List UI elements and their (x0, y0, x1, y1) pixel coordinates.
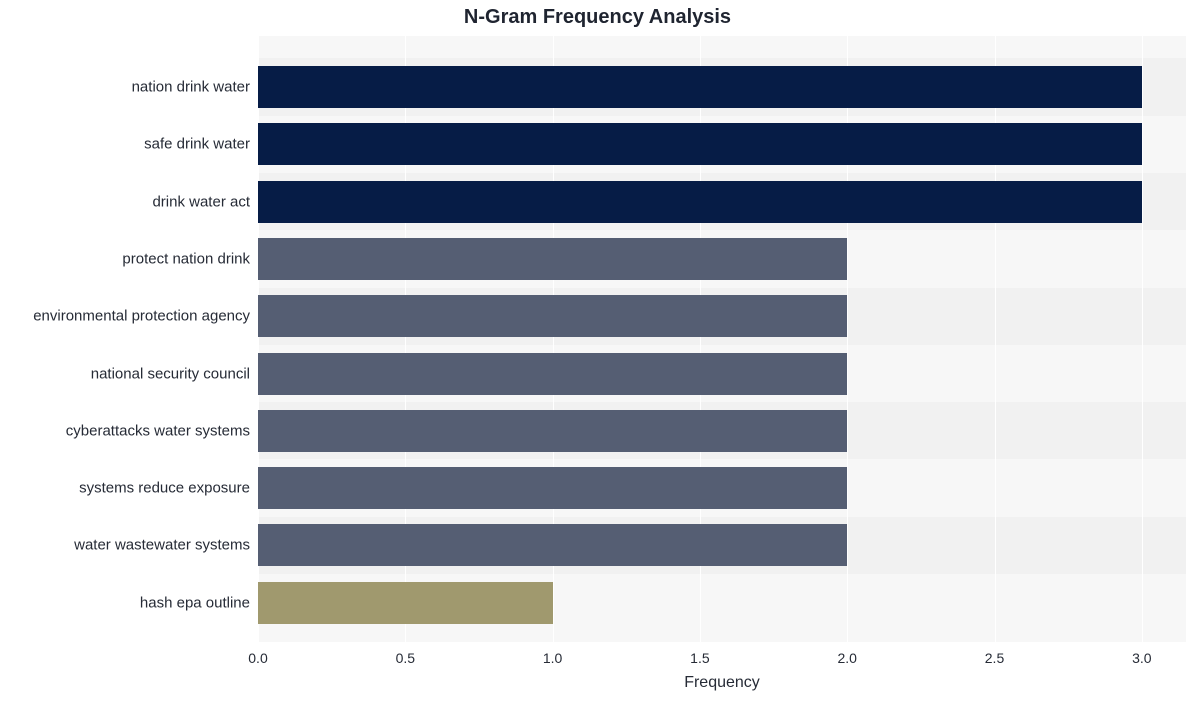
bar (258, 181, 1142, 223)
x-tick-label: 1.0 (543, 650, 562, 666)
bar (258, 467, 847, 509)
y-tick-label: water wastewater systems (74, 537, 250, 554)
bar (258, 123, 1142, 165)
y-tick-label: hash epa outline (140, 594, 250, 611)
x-tick-label: 2.5 (985, 650, 1004, 666)
chart-title: N-Gram Frequency Analysis (0, 6, 1195, 29)
x-tick-label: 2.0 (837, 650, 856, 666)
x-tick-label: 0.5 (396, 650, 415, 666)
x-tick-label: 0.0 (248, 650, 267, 666)
bar (258, 295, 847, 337)
bar (258, 353, 847, 395)
y-tick-label: cyberattacks water systems (66, 422, 250, 439)
x-tick-label: 3.0 (1132, 650, 1151, 666)
x-tick-label: 1.5 (690, 650, 709, 666)
plot-area: Frequency 0.00.51.01.52.02.53.0nation dr… (258, 36, 1186, 642)
y-tick-label: drink water act (152, 193, 250, 210)
grid-line (1142, 36, 1143, 642)
ngram-chart: N-Gram Frequency Analysis Frequency 0.00… (0, 0, 1195, 701)
bar (258, 524, 847, 566)
x-axis-title: Frequency (684, 674, 760, 692)
y-tick-label: protect nation drink (122, 250, 250, 267)
y-tick-label: systems reduce exposure (79, 480, 250, 497)
bar (258, 238, 847, 280)
y-tick-label: safe drink water (144, 136, 250, 153)
y-tick-label: environmental protection agency (33, 308, 250, 325)
bar (258, 410, 847, 452)
bar (258, 66, 1142, 108)
y-tick-label: nation drink water (132, 79, 250, 96)
y-tick-label: national security council (91, 365, 250, 382)
bar (258, 582, 553, 624)
